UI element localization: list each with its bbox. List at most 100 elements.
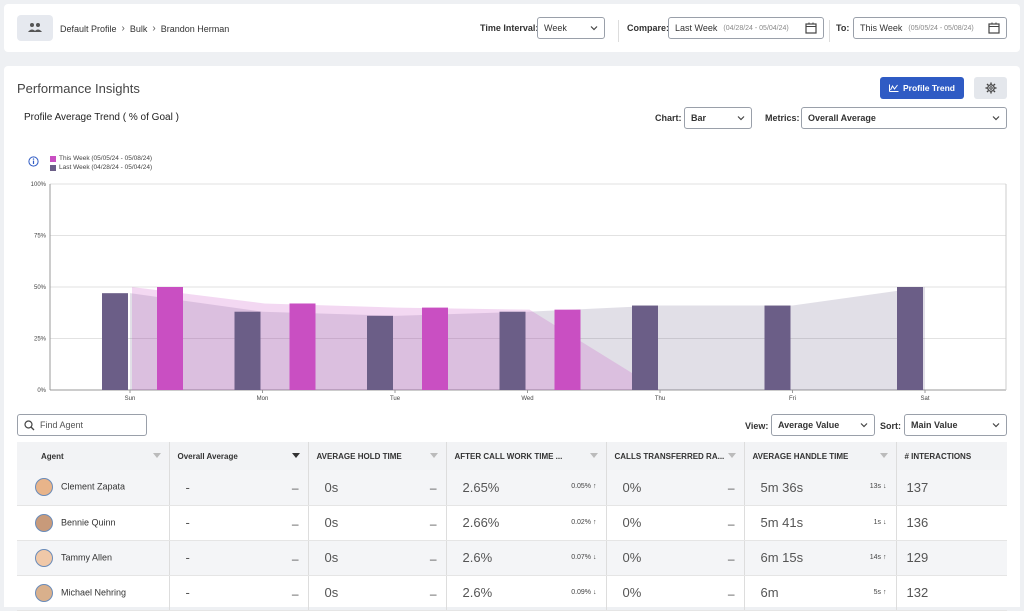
y-tick-label: 0% — [37, 388, 46, 394]
interactions-value: 132 — [906, 585, 929, 600]
info-icon[interactable] — [28, 156, 39, 167]
x-tick-label: Sun — [125, 396, 136, 402]
hold-time-cell: 0s – — [308, 540, 447, 576]
find-agent-input[interactable]: Find Agent — [17, 414, 147, 436]
table-row[interactable]: Bennie Quinn - –0s –2.66% 0.02% ↑ 0% –5m 41s 1s… — [17, 505, 1007, 541]
to-date-field[interactable]: This Week (05/05/24 - 05/08/24) — [853, 17, 1007, 39]
chart-type-label: Chart: — [655, 113, 682, 123]
acw-cell: 2.65% 0.05% ↑ — [446, 470, 607, 506]
legend-item-this-week[interactable]: This Week (05/05/24 - 05/08/24) — [50, 154, 152, 163]
header-label: CALLS TRANSFERRED RA... — [614, 451, 725, 461]
acw-delta: 0.02% ↑ — [571, 518, 597, 526]
aht-cell: 5m 41s 1s ↓ — [744, 505, 897, 541]
bar-last-week — [764, 305, 791, 390]
profile-trend-button[interactable]: Profile Trend — [880, 77, 964, 99]
chevron-right-icon: › — [121, 23, 125, 34]
agent-cell[interactable]: Bennie Quinn — [17, 505, 170, 541]
interactions-value: 137 — [906, 479, 929, 495]
chevron-right-icon: › — [152, 23, 156, 34]
aht-cell: 6m 5s ↑ — [744, 575, 897, 611]
legend-item-last-week[interactable]: Last Week (04/28/24 - 05/04/24) — [50, 163, 152, 172]
transfer-value: 0% — [622, 479, 642, 495]
bar-last-week — [897, 287, 923, 390]
sort-icon — [727, 453, 736, 458]
chevron-down-icon — [992, 423, 1000, 428]
chart-type-select[interactable]: Bar — [684, 107, 752, 129]
compare-value: Last Week — [675, 23, 718, 33]
hold-value: 0s — [324, 515, 339, 530]
sort-label: Sort: — [880, 421, 901, 431]
hold-time-cell: 0s – — [308, 505, 447, 541]
header-average-handle-time[interactable]: AVERAGE HANDLE TIME — [744, 442, 897, 470]
overall-average-cell: - – — [169, 470, 309, 506]
to-dates: (05/05/24 - 05/08/24) — [908, 24, 974, 32]
arrow-up-icon: ↑ — [883, 553, 887, 561]
header-calls-transferred-rate[interactable]: CALLS TRANSFERRED RA... — [606, 442, 745, 470]
trend-dash-icon: – — [727, 551, 735, 566]
header-average-hold-time[interactable]: AVERAGE HOLD TIME — [308, 442, 447, 470]
agent-name: Clement Zapata — [61, 481, 126, 492]
agent-name: Bennie Quinn — [61, 516, 116, 527]
transfer-rate-cell: 0% – — [606, 505, 745, 541]
agent-cell[interactable]: Clement Zapata — [17, 470, 170, 506]
time-interval-label: Time Interval: — [480, 23, 539, 33]
aht-value: 6m 15s — [760, 550, 804, 565]
overall-average-cell: - – — [169, 505, 309, 541]
header-overall-average[interactable]: Overall Average — [169, 442, 309, 470]
profile-group-icon[interactable] — [17, 15, 53, 41]
calendar-icon — [988, 22, 1000, 34]
compare-date-field[interactable]: Last Week (04/28/24 - 05/04/24) — [668, 17, 824, 39]
overall-value: - — [185, 515, 190, 530]
agent-name: Tammy Allen — [61, 551, 113, 562]
breadcrumb-item[interactable]: Bulk — [129, 23, 148, 34]
settings-button[interactable] — [974, 77, 1007, 99]
trend-icon — [889, 84, 899, 92]
table-row[interactable]: Michael Nehring - –0s –2.6% 0.09% ↓ 0% –6m 5s ↑… — [17, 575, 1007, 611]
metrics-select[interactable]: Overall Average — [801, 107, 1007, 129]
search-icon — [24, 420, 35, 431]
hold-time-cell: 0s – — [308, 575, 447, 611]
y-tick-label: 25% — [34, 337, 47, 343]
header-agent[interactable]: Agent — [17, 442, 170, 470]
time-interval-value: Week — [544, 23, 567, 33]
agent-cell[interactable]: Michael Nehring — [17, 575, 170, 611]
view-select[interactable]: Average Value — [771, 414, 875, 436]
interactions-cell: 129 — [896, 540, 1007, 576]
interactions-value: 129 — [906, 550, 929, 565]
trend-dash-icon: – — [727, 586, 735, 601]
header-after-call-work-time[interactable]: AFTER CALL WORK TIME ... — [446, 442, 607, 470]
trend-dash-icon: – — [291, 481, 299, 495]
header-interactions[interactable]: # INTERACTIONS — [896, 442, 1007, 470]
transfer-rate-cell: 0% – — [606, 575, 745, 611]
bar-this-week — [157, 287, 183, 390]
trend-dash-icon: – — [429, 516, 437, 531]
trend-dash-icon: – — [429, 481, 437, 495]
agent-cell[interactable]: Tammy Allen — [17, 540, 170, 576]
chevron-down-icon — [737, 116, 745, 121]
metrics-value: Overall Average — [808, 113, 876, 123]
table-header-row: Agent Overall Average AVERAGE HOLD TIME … — [17, 442, 1007, 470]
acw-value: 2.65% — [462, 479, 500, 495]
sort-icon — [291, 453, 300, 458]
overall-average-cell: - – — [169, 575, 309, 611]
legend-swatch — [50, 164, 56, 171]
legend-label: This Week (05/05/24 - 05/08/24) — [59, 155, 153, 162]
breadcrumb-item: Brandon Herman — [160, 23, 230, 34]
breadcrumb-item[interactable]: Default Profile — [60, 23, 117, 34]
y-tick-label: 75% — [34, 234, 47, 240]
to-label: To: — [836, 23, 850, 33]
trend-bar-chart: 0% 25% 50% 75% 100% Sun Mon Tue Wed Thu Fri Sat — [31, 182, 1007, 402]
table-row[interactable]: Clement Zapata - –0s –2.65% 0.05% ↑ 0% –5m 36s… — [17, 470, 1007, 506]
panel-title: Performance Insights — [17, 81, 140, 96]
arrow-up-icon: ↑ — [593, 518, 597, 526]
interactions-cell: 137 — [896, 470, 1007, 506]
header-label: Agent — [41, 451, 64, 461]
sort-select[interactable]: Main Value — [904, 414, 1007, 436]
table-row[interactable]: Tammy Allen - –0s –2.6% 0.07% ↓ 0% –6m 15s 14s … — [17, 540, 1007, 576]
time-interval-select[interactable]: Week — [537, 17, 605, 39]
aht-delta: 1s ↓ — [873, 518, 887, 526]
aht-delta: 5s ↑ — [873, 588, 887, 596]
arrow-down-icon: ↓ — [883, 483, 887, 490]
overall-value: - — [185, 550, 190, 565]
avatar — [35, 513, 53, 532]
